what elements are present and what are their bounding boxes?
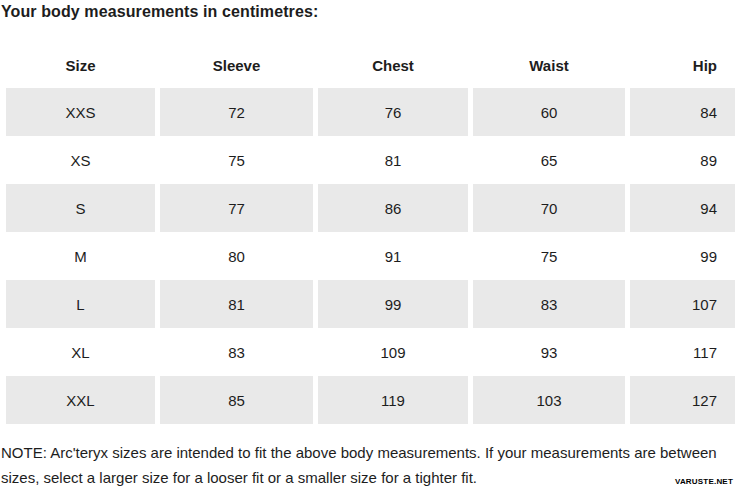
chest-cell: 76 — [318, 88, 468, 136]
size-cell: XXS — [6, 88, 155, 136]
size-cell: S — [6, 184, 155, 232]
column-header-chest: Chest — [318, 50, 468, 80]
hip-cell: 107 — [630, 280, 735, 328]
chest-cell: 99 — [318, 280, 468, 328]
size-cell: XL — [6, 328, 155, 376]
sleeve-cell: 81 — [160, 280, 313, 328]
watermark: VARUSTE.NET — [675, 477, 733, 486]
hip-cell: 117 — [630, 328, 735, 376]
table-row: S 77 86 70 94 — [6, 184, 735, 232]
sleeve-cell: 85 — [160, 376, 313, 424]
hip-cell: 127 — [630, 376, 735, 424]
chest-cell: 119 — [318, 376, 468, 424]
waist-cell: 103 — [473, 376, 625, 424]
table-row: XXL 85 119 103 127 — [6, 376, 735, 424]
size-cell: XS — [6, 136, 155, 184]
size-chart-page: Your body measurements in centimetres: S… — [0, 0, 735, 491]
chest-cell: 91 — [318, 232, 468, 280]
hip-cell: 99 — [630, 232, 735, 280]
sleeve-cell: 72 — [160, 88, 313, 136]
waist-cell: 60 — [473, 88, 625, 136]
column-header-waist: Waist — [473, 50, 625, 80]
sleeve-cell: 75 — [160, 136, 313, 184]
table-row: XXS 72 76 60 84 — [6, 88, 735, 136]
table-row: XL 83 109 93 117 — [6, 328, 735, 376]
waist-cell: 83 — [473, 280, 625, 328]
hip-cell: 94 — [630, 184, 735, 232]
sleeve-cell: 83 — [160, 328, 313, 376]
sleeve-cell: 80 — [160, 232, 313, 280]
waist-cell: 93 — [473, 328, 625, 376]
waist-cell: 70 — [473, 184, 625, 232]
size-cell: L — [6, 280, 155, 328]
chest-cell: 109 — [318, 328, 468, 376]
size-cell: M — [6, 232, 155, 280]
hip-cell: 84 — [630, 88, 735, 136]
note-text: NOTE: Arc'teryx sizes are intended to fi… — [1, 440, 723, 490]
column-header-hip: Hip — [630, 50, 735, 80]
table-body: XXS 72 76 60 84 XS 75 81 65 89 S 77 86 7… — [6, 88, 735, 424]
page-title: Your body measurements in centimetres: — [1, 3, 318, 21]
column-header-sleeve: Sleeve — [160, 50, 313, 80]
column-header-size: Size — [6, 50, 155, 80]
waist-cell: 75 — [473, 232, 625, 280]
table-header-row: Size Sleeve Chest Waist Hip — [6, 50, 735, 80]
table-row: M 80 91 75 99 — [6, 232, 735, 280]
table-row: XS 75 81 65 89 — [6, 136, 735, 184]
size-cell: XXL — [6, 376, 155, 424]
chest-cell: 81 — [318, 136, 468, 184]
chest-cell: 86 — [318, 184, 468, 232]
hip-cell: 89 — [630, 136, 735, 184]
sleeve-cell: 77 — [160, 184, 313, 232]
waist-cell: 65 — [473, 136, 625, 184]
table-row: L 81 99 83 107 — [6, 280, 735, 328]
